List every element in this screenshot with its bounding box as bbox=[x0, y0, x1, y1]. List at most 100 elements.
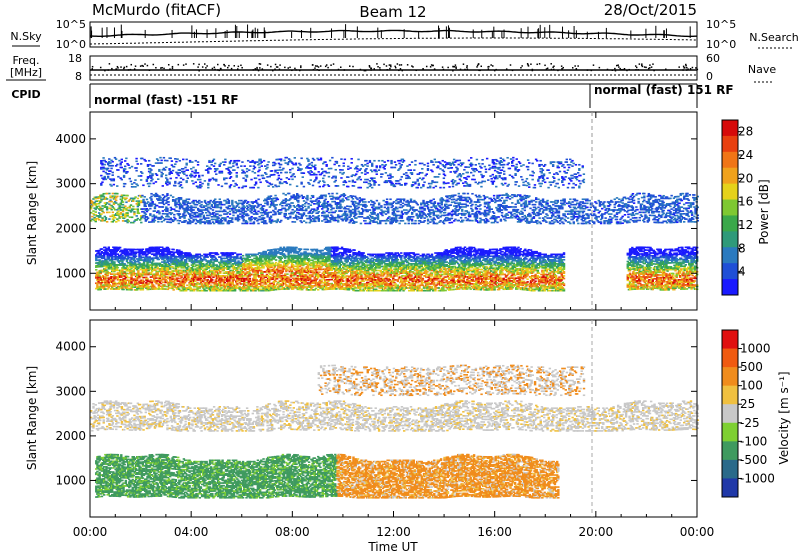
power-echo-cell bbox=[224, 275, 226, 277]
power-echo-cell bbox=[249, 278, 251, 280]
freq-dot bbox=[487, 66, 489, 68]
freq-dot bbox=[109, 63, 111, 65]
power-echo-cell bbox=[324, 276, 326, 278]
power-echo-cell bbox=[220, 264, 222, 266]
power-echo-cell bbox=[154, 287, 156, 289]
freq-dot bbox=[466, 67, 468, 69]
power-echo-cell bbox=[266, 260, 268, 262]
power-echo-cell bbox=[175, 256, 177, 258]
nsky-label: N.Sky bbox=[10, 30, 42, 43]
freq-dot bbox=[172, 66, 174, 68]
power-echo-cell bbox=[261, 260, 263, 262]
power-echo-cell bbox=[397, 284, 399, 286]
power-echo-cell bbox=[137, 270, 139, 272]
freq-dot bbox=[333, 63, 335, 64]
cpid-label: CPID bbox=[11, 88, 40, 101]
power-echo-cell bbox=[290, 246, 292, 248]
freq-dot bbox=[390, 64, 392, 66]
power-echo-cell bbox=[319, 286, 321, 288]
power-echo-cell bbox=[161, 261, 163, 263]
power-echo-cell bbox=[370, 290, 372, 292]
freq-dot bbox=[510, 64, 512, 66]
power-echo-cell bbox=[151, 276, 153, 278]
freq-dot bbox=[147, 65, 149, 67]
freq-dot bbox=[685, 64, 687, 66]
freq-dot bbox=[552, 66, 554, 68]
power-echo-cell bbox=[232, 252, 234, 254]
freq-dot bbox=[270, 66, 272, 68]
freq-dot bbox=[426, 66, 428, 68]
freq-dot bbox=[379, 67, 381, 69]
freq-dot bbox=[593, 64, 595, 66]
power-echo-cell bbox=[349, 254, 351, 256]
freq-dot bbox=[641, 65, 643, 67]
power-echo-cell bbox=[205, 290, 207, 292]
freq-dot bbox=[617, 64, 619, 66]
power-echo-cell bbox=[278, 288, 280, 290]
power-echo-cell bbox=[144, 251, 146, 253]
nsky-tick-bottom: 10^0 bbox=[56, 38, 86, 51]
freq-dot bbox=[267, 64, 269, 66]
power-echo-cell bbox=[100, 283, 102, 285]
power-echo-cell bbox=[166, 280, 168, 282]
power-echo-cell bbox=[324, 279, 326, 281]
power-echo-cell bbox=[397, 259, 399, 261]
power-echo-cell bbox=[103, 284, 105, 286]
power-echo-cell bbox=[220, 258, 222, 260]
power-echo-cell bbox=[297, 275, 299, 277]
freq-dot bbox=[599, 67, 601, 69]
power-echo-cell bbox=[298, 254, 300, 256]
freq-dot bbox=[539, 63, 541, 65]
power-echo-cell bbox=[236, 283, 238, 285]
freq-dot bbox=[168, 64, 170, 66]
power-echo-cell bbox=[122, 289, 124, 291]
freq-dot bbox=[161, 67, 163, 69]
power-echo-cell bbox=[117, 253, 119, 255]
power-echo-cell bbox=[110, 273, 112, 275]
freq-dot bbox=[618, 66, 620, 68]
power-echo-cell bbox=[320, 279, 322, 281]
freq-dot bbox=[144, 63, 146, 65]
freq-dot bbox=[619, 68, 621, 70]
freq-dot bbox=[330, 64, 332, 66]
power-echo-cell bbox=[126, 273, 128, 275]
freq-dot bbox=[314, 67, 316, 69]
freq-dot bbox=[155, 67, 157, 69]
freq-dot bbox=[649, 64, 651, 66]
power-echo-cell bbox=[145, 286, 147, 288]
freq-dot bbox=[577, 65, 579, 67]
freq-dot bbox=[223, 64, 225, 66]
power-echo-cell bbox=[113, 261, 115, 263]
power-echo-cell bbox=[274, 263, 276, 265]
freq-dot bbox=[131, 64, 133, 65]
power-echo-cell bbox=[394, 283, 396, 285]
power-echo-cell bbox=[174, 282, 176, 284]
power-echo-cell bbox=[240, 254, 242, 256]
power-echo-cell bbox=[343, 287, 345, 289]
power-echo-cell bbox=[285, 256, 287, 258]
power-echo-cell bbox=[96, 259, 98, 261]
freq-dot bbox=[447, 67, 449, 69]
power-echo-cell bbox=[273, 281, 275, 283]
freq-dot bbox=[316, 65, 318, 67]
power-echo-cell bbox=[350, 265, 352, 267]
power-echo-cell bbox=[117, 286, 119, 288]
power-echo-cell bbox=[383, 254, 385, 256]
power-echo-cell bbox=[195, 264, 197, 266]
power-echo-cell bbox=[177, 278, 179, 280]
freq-dot bbox=[172, 68, 174, 70]
freq-dot bbox=[492, 65, 494, 67]
freq-dot bbox=[349, 65, 351, 67]
power-echo-cell bbox=[345, 254, 347, 256]
power-echo-cell bbox=[172, 289, 174, 291]
nsearch-tick-bottom: 10^0 bbox=[706, 38, 736, 51]
power-echo-cell bbox=[251, 267, 253, 269]
power-echo-cell bbox=[254, 254, 256, 256]
freq-dot bbox=[163, 68, 165, 70]
power-echo-cell bbox=[335, 288, 337, 290]
power-echo-cell bbox=[347, 265, 349, 267]
power-echo-cell bbox=[320, 266, 322, 268]
power-echo-cell bbox=[98, 259, 100, 261]
freq-dot bbox=[126, 66, 128, 68]
power-echo-cell bbox=[256, 279, 258, 281]
